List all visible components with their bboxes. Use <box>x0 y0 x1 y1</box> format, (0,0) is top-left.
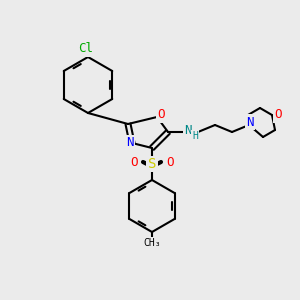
Text: O: O <box>130 155 138 169</box>
Text: S: S <box>148 157 156 171</box>
Text: H: H <box>192 131 198 141</box>
Text: N: N <box>126 136 134 149</box>
Text: O: O <box>274 109 282 122</box>
Text: Cl: Cl <box>79 43 94 56</box>
Text: CH₃: CH₃ <box>143 238 161 248</box>
Text: N: N <box>246 116 254 128</box>
Text: O: O <box>166 155 174 169</box>
Text: O: O <box>157 109 165 122</box>
Text: N: N <box>184 124 192 136</box>
